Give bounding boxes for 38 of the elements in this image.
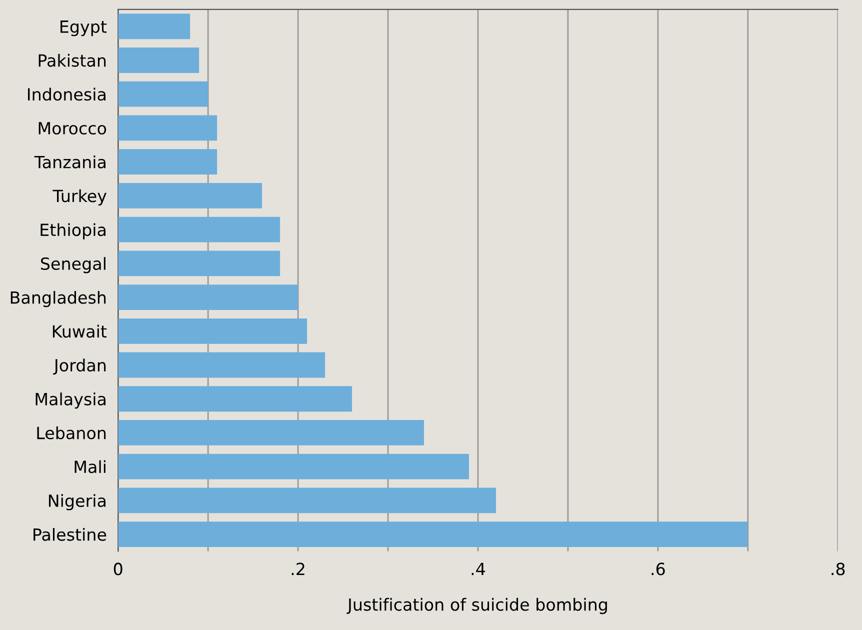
y-tick-label: Indonesia — [28, 88, 106, 101]
y-tick-label: Egypt — [60, 20, 107, 36]
x-tick-label: .8 — [832, 562, 845, 576]
bar — [118, 284, 298, 310]
y-tick-label: Pakistan — [38, 54, 106, 67]
bar — [118, 250, 280, 276]
bar — [118, 488, 496, 514]
y-tick-label: Senegal — [41, 257, 106, 274]
bar — [118, 149, 218, 175]
bar — [118, 318, 308, 344]
y-tick-label: Morocco — [38, 122, 106, 135]
bar — [118, 454, 469, 480]
bar — [118, 81, 208, 107]
y-tick-label: Malaysia — [36, 392, 106, 409]
bar — [118, 182, 262, 208]
y-tick-label: Palestine — [34, 528, 106, 541]
bar — [118, 14, 190, 40]
bar — [118, 352, 326, 378]
bar — [118, 48, 200, 73]
y-tick-label: Bangladesh — [10, 290, 106, 308]
y-tick-label: Jordan — [53, 358, 106, 375]
y-tick-label: Ethiopia — [40, 223, 106, 240]
x-tick-label: .6 — [652, 562, 665, 576]
y-tick-label: Lebanon — [37, 426, 106, 440]
y-tick-label: Turkey — [52, 189, 106, 206]
bar — [118, 522, 748, 548]
x-tick-label: .4 — [472, 562, 485, 576]
bar — [118, 115, 218, 141]
bar — [118, 216, 280, 242]
y-tick-label: Mali — [74, 460, 106, 474]
y-tick-label: Tanzania — [34, 156, 106, 168]
x-axis-title: Justification of suicide bombing — [346, 598, 607, 614]
y-tick-label: Nigeria — [48, 494, 106, 510]
bar — [118, 420, 424, 446]
bar — [118, 386, 352, 412]
x-tick-label: .2 — [292, 562, 304, 576]
y-tick-label: Kuwait — [52, 324, 107, 338]
x-tick-label: 0 — [114, 562, 122, 576]
